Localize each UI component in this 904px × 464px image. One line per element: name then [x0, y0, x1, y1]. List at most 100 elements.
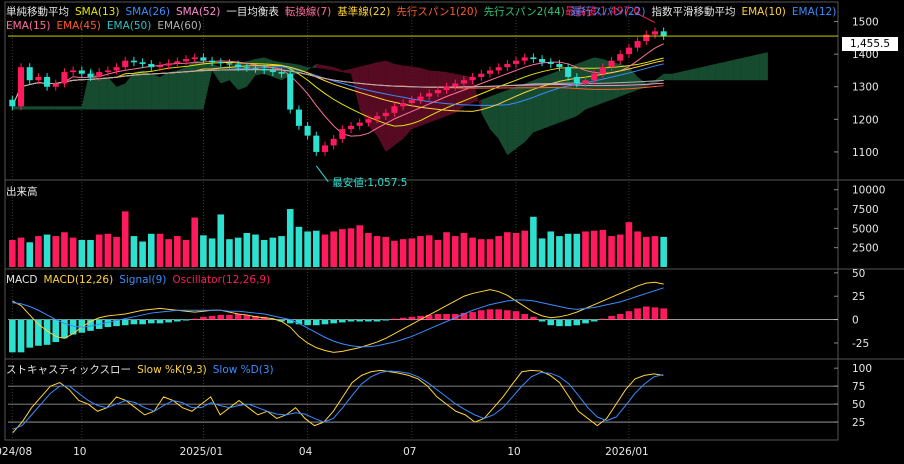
macd-oscillator-bar: [139, 319, 146, 325]
candle-body: [469, 76, 476, 81]
candle-body: [356, 122, 363, 126]
volume-title: 出来高: [6, 186, 38, 198]
ichimoku-cloud-segment: [107, 76, 117, 110]
candle-body: [591, 73, 598, 81]
candle-body: [321, 145, 329, 152]
volume-bar: [95, 234, 103, 267]
stoch-k-line: [12, 369, 664, 434]
macd-oscillator-bar: [226, 314, 233, 320]
macd-oscillator-bar: [121, 319, 129, 326]
macd-oscillator-bar: [69, 319, 77, 335]
x-axis-label: 10: [73, 446, 86, 458]
ichimoku-cloud-segment: [316, 63, 325, 69]
ichimoku-cloud-segment: [307, 63, 317, 71]
price-legend-item: 単純移動平均: [6, 6, 69, 18]
macd-oscillator-bar: [234, 314, 242, 320]
volume-bar: [365, 233, 372, 267]
ichimoku-cloud-segment: [594, 57, 603, 107]
volume-bar: [477, 239, 485, 267]
volume-bar: [460, 233, 468, 267]
candle-body: [452, 83, 459, 87]
macd-oscillator-bar: [191, 318, 199, 320]
macd-oscillator-bar: [87, 319, 94, 331]
macd-oscillator-bar: [339, 319, 346, 323]
ichimoku-cloud-segment: [29, 106, 39, 110]
candle-body: [235, 64, 242, 68]
candle-body: [365, 119, 372, 123]
candle-body: [287, 73, 294, 110]
macd-oscillator-bar: [469, 312, 476, 320]
ichimoku-cloud-segment: [342, 68, 352, 74]
volume-bar: [382, 236, 390, 267]
macd-oscillator-bar: [217, 314, 225, 320]
price-legend-item: 遅行スパン(22): [570, 6, 646, 18]
price-legend-row-1: 単純移動平均 SMA(13) SMA(26) SMA(52) 一目均衡表 転換線(7) 基準…: [6, 6, 842, 18]
candle-body: [304, 125, 311, 136]
macd-axis-tick-label: 0: [852, 315, 859, 327]
volume-axis-tick-label: 10000: [852, 185, 885, 197]
max-price-label: 最高値:1,497.0: [565, 5, 640, 18]
macd-oscillator-bar: [26, 319, 34, 348]
candle-body: [478, 73, 485, 77]
candle-body: [113, 67, 120, 71]
ichimoku-cloud-segment: [177, 67, 187, 110]
volume-bar: [217, 214, 225, 267]
macd-legend-item: Signal(9): [119, 274, 167, 286]
macd-oscillator-bar: [78, 319, 86, 333]
price-legend-item: 先行スパン1(20): [396, 6, 478, 18]
volume-bar: [573, 233, 581, 267]
candle-body: [382, 112, 389, 117]
candle-body: [295, 109, 302, 126]
candle-body: [556, 63, 563, 68]
macd-oscillator-bar: [200, 316, 207, 320]
macd-oscillator-bar: [304, 319, 311, 326]
ichimoku-cloud-segment: [437, 71, 447, 120]
ichimoku-cloud-segment: [542, 73, 551, 130]
candle-body: [391, 106, 398, 113]
volume-bar: [504, 232, 511, 267]
candle-body: [521, 57, 528, 61]
ichimoku-cloud-segment: [212, 63, 221, 84]
volume-bar: [252, 234, 259, 267]
candle-body: [634, 41, 641, 48]
macd-oscillator-bar: [556, 319, 563, 327]
price-legend-item: 先行スパン2(44): [483, 6, 565, 18]
ichimoku-cloud-segment: [255, 57, 265, 76]
candle-body: [52, 83, 59, 87]
volume-bar: [330, 231, 337, 267]
ichimoku-cloud-segment: [99, 76, 108, 110]
volume-bar: [512, 233, 520, 267]
volume-bar: [425, 235, 433, 267]
ichimoku-cloud-segment: [741, 56, 751, 81]
ichimoku-cloud-segment: [681, 69, 690, 81]
ichimoku-cloud-segment: [611, 62, 621, 100]
volume-bar: [608, 236, 615, 267]
macd-oscillator-bar: [582, 319, 589, 324]
ichimoku-cloud-segment: [759, 52, 768, 81]
macd-oscillator-bar: [538, 319, 546, 322]
ichimoku-cloud-segment: [38, 106, 48, 110]
volume-bar: [52, 236, 60, 267]
macd-oscillator-bar: [512, 311, 520, 320]
ichimoku-cloud-segment: [654, 73, 664, 84]
volume-bar: [200, 235, 207, 267]
candle-body: [61, 72, 68, 84]
ichimoku-cloud-segment: [359, 64, 369, 126]
ichimoku-cloud-segment: [524, 80, 534, 143]
candle-body: [434, 90, 441, 94]
candle-body: [182, 59, 190, 62]
candle-body: [70, 70, 77, 73]
macd-legend: MACD MACD(12,26) Signal(9) Oscillator(12,26…: [6, 274, 276, 286]
volume-bar: [156, 233, 164, 267]
candle-body: [122, 60, 129, 68]
macd-oscillator-bar: [599, 318, 607, 320]
candle-body: [643, 34, 650, 42]
volume-bar: [61, 232, 68, 267]
candle-body: [17, 67, 25, 107]
volume-bar: [547, 231, 555, 267]
macd-oscillator-bar: [590, 319, 598, 322]
stochastic-legend-item: Slow %K(9,3): [137, 364, 207, 376]
ichimoku-cloud-segment: [672, 71, 682, 81]
volume-bar: [226, 239, 233, 267]
